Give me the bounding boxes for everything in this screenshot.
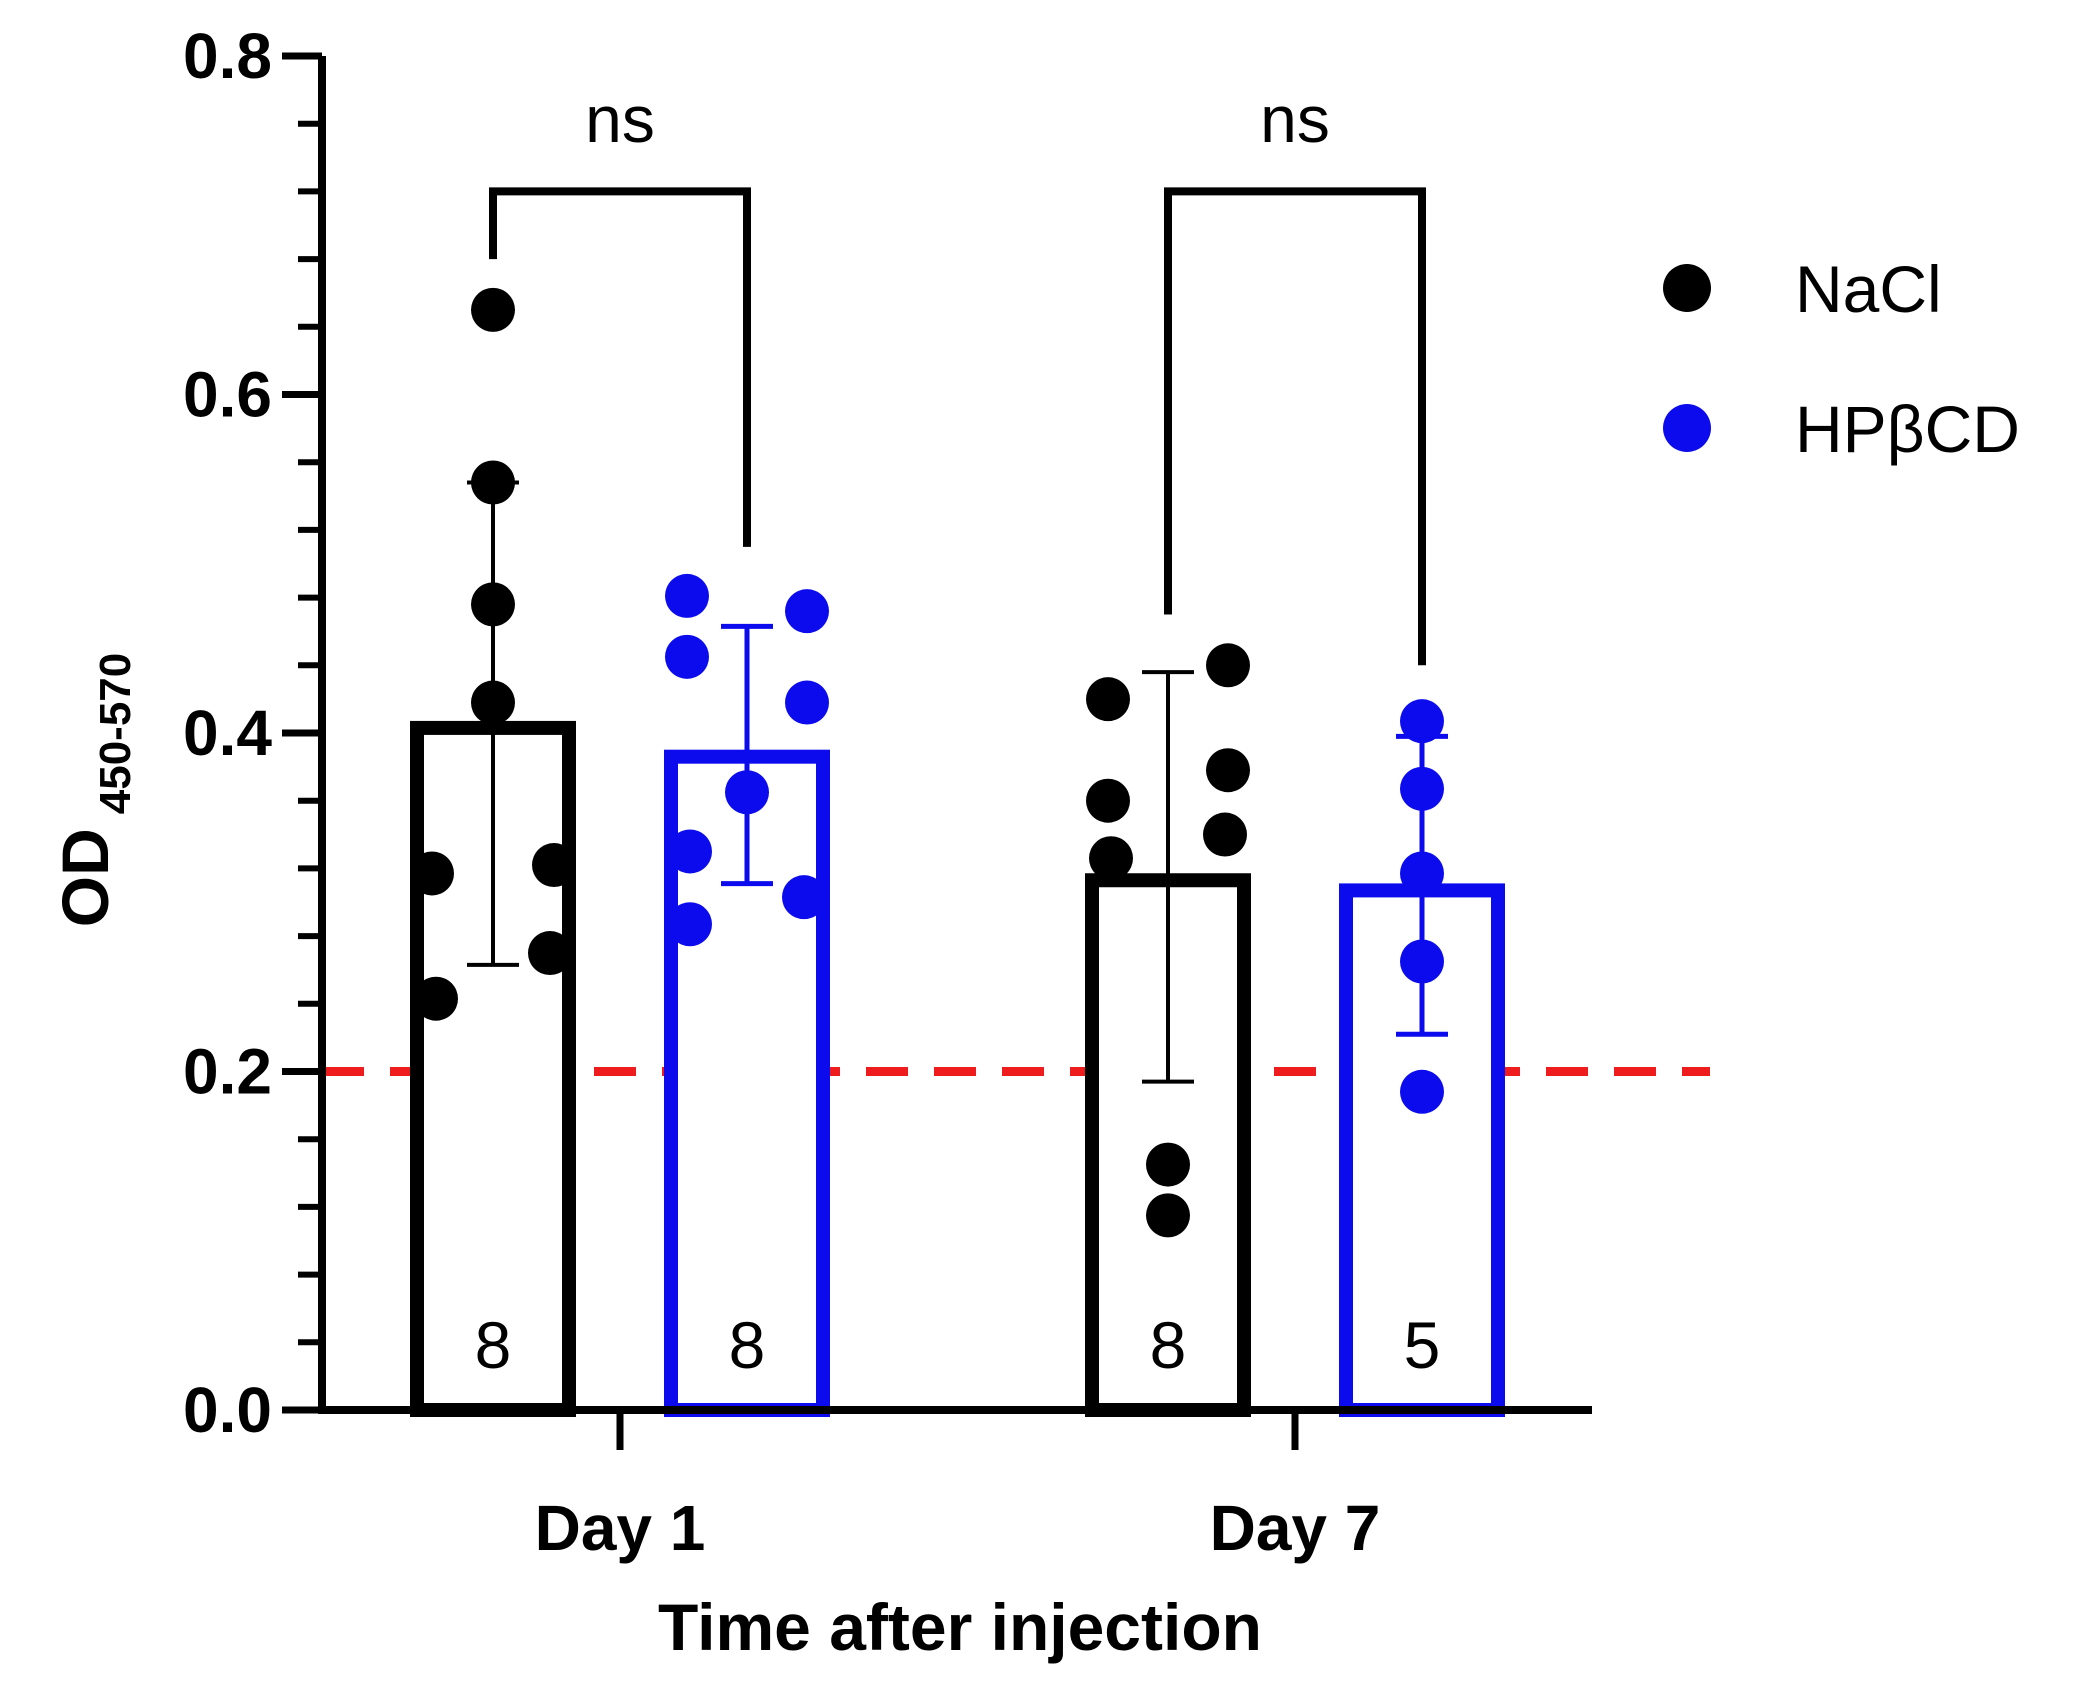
y-tick-label: 0.8 bbox=[183, 20, 272, 92]
data-point bbox=[785, 680, 829, 725]
y-tick-label: 0.2 bbox=[183, 1036, 272, 1108]
x-tick-label: Day 1 bbox=[535, 1492, 706, 1564]
significance-label: ns bbox=[1260, 82, 1330, 156]
data-point bbox=[668, 902, 712, 947]
error-bars-layer bbox=[467, 480, 1448, 1084]
data-point bbox=[1146, 1142, 1190, 1187]
legend-marker bbox=[1663, 404, 1711, 452]
x-tick-label: Day 7 bbox=[1210, 1492, 1381, 1564]
data-point bbox=[1203, 812, 1247, 857]
data-point bbox=[528, 931, 572, 976]
data-point bbox=[1400, 1069, 1444, 1114]
data-point bbox=[1206, 748, 1250, 793]
data-point bbox=[410, 851, 454, 896]
y-tick-label: 0.6 bbox=[183, 359, 272, 431]
comparisons-layer: ns ns bbox=[489, 82, 1426, 666]
data-point bbox=[668, 829, 712, 874]
significance-bracket bbox=[489, 187, 751, 547]
data-point bbox=[1089, 836, 1133, 881]
y-tick-label: 0.4 bbox=[183, 697, 272, 769]
n-label: 8 bbox=[1150, 1308, 1187, 1382]
legend-label: NaCl bbox=[1795, 252, 1942, 326]
data-point bbox=[1206, 643, 1250, 688]
data-point bbox=[785, 589, 829, 634]
data-point bbox=[1086, 778, 1130, 823]
legend: NaCl HPβCD bbox=[1663, 252, 2020, 466]
data-point bbox=[1146, 1193, 1190, 1238]
y-tick-label: 0.0 bbox=[183, 1374, 272, 1446]
significance-label: ns bbox=[585, 82, 655, 156]
y-axis-title: OD 450-570 bbox=[48, 653, 140, 927]
data-point bbox=[414, 976, 458, 1021]
significance-bracket bbox=[1164, 187, 1426, 666]
data-point bbox=[471, 287, 515, 332]
n-label: 8 bbox=[475, 1308, 512, 1382]
data-point bbox=[665, 573, 709, 618]
data-point bbox=[782, 875, 826, 920]
data-point bbox=[1086, 677, 1130, 722]
legend-marker bbox=[1663, 264, 1711, 312]
n-label: 8 bbox=[729, 1308, 766, 1382]
axes-layer: 0.0 0.2 0.4 0.6 0.8 Day 1 Day 7 bbox=[183, 20, 1592, 1564]
n-label: 5 bbox=[1404, 1308, 1441, 1382]
y-axis-title-subscript: 450-570 bbox=[91, 653, 140, 814]
y-axis-title-main: OD bbox=[48, 828, 122, 927]
points-layer bbox=[410, 287, 1444, 1238]
legend-label: HPβCD bbox=[1795, 392, 2020, 466]
data-point bbox=[532, 843, 576, 888]
data-point bbox=[1400, 699, 1444, 744]
data-point bbox=[665, 634, 709, 679]
x-axis-title: Time after injection bbox=[658, 1590, 1262, 1664]
